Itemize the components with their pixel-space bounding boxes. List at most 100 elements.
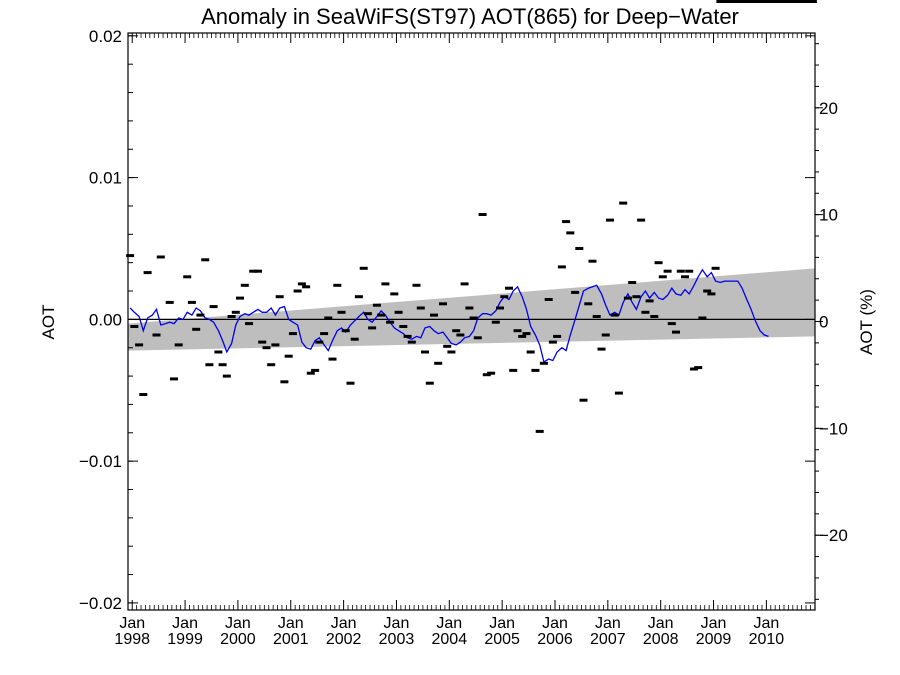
anomaly-point <box>738 0 747 3</box>
anomaly-point <box>201 258 210 262</box>
anomaly-point <box>187 300 196 304</box>
smoothed-line-layer <box>129 268 769 363</box>
anomaly-point <box>372 303 381 307</box>
anomaly-point <box>672 330 680 334</box>
anomaly-point <box>456 333 465 337</box>
anomaly-point <box>267 363 276 367</box>
anomaly-point <box>637 218 646 222</box>
anomaly-point <box>421 350 429 354</box>
anomaly-point <box>777 0 786 3</box>
x-tick-year: 2003 <box>379 631 415 648</box>
x-tick-year: 2008 <box>643 631 679 648</box>
anomaly-point <box>412 283 421 287</box>
anomaly-point <box>729 0 738 3</box>
x-tick-month: Jan <box>648 615 674 632</box>
anomaly-point <box>434 361 443 365</box>
anomaly-point <box>804 0 813 3</box>
anomaly-point <box>544 298 553 301</box>
anomaly-point <box>478 213 487 216</box>
anomaly-point <box>654 261 663 265</box>
anomaly-point <box>650 315 659 318</box>
y-tick-label: 0.00 <box>89 310 122 329</box>
anomaly-point <box>297 282 306 286</box>
anomaly-point <box>170 377 178 381</box>
anomaly-point <box>240 283 249 287</box>
anomaly-point <box>227 315 236 318</box>
x-tick-month: Jan <box>753 615 779 632</box>
anomaly-point <box>439 302 447 306</box>
anomaly-point <box>315 340 324 344</box>
x-tick-year: 2005 <box>484 631 520 648</box>
anomaly-point <box>416 306 425 310</box>
anomaly-point <box>690 367 698 371</box>
anomaly-point <box>733 0 742 3</box>
anomaly-point <box>756 0 764 3</box>
anomaly-point <box>579 398 588 402</box>
x-tick-month: Jan <box>542 615 568 632</box>
anomaly-point <box>143 271 152 275</box>
x-tick-year: 2002 <box>326 631 362 648</box>
anomaly-point <box>354 295 363 299</box>
anomaly-point <box>751 0 760 3</box>
anomaly-point <box>460 282 469 286</box>
anomaly-point <box>381 282 390 286</box>
y2-tick-label: −20 <box>819 526 848 545</box>
anomaly-point <box>491 320 500 324</box>
x-tick-year: 2001 <box>273 631 309 648</box>
anomaly-point <box>139 393 148 396</box>
anomaly-point <box>262 346 271 350</box>
anomaly-point <box>760 0 769 3</box>
y2-axis-label: AOT (%) <box>857 289 876 355</box>
anomaly-point <box>288 332 297 336</box>
anomaly-point <box>341 329 350 333</box>
x-tick-month: Jan <box>278 615 304 632</box>
anomaly-point <box>249 269 258 273</box>
anomaly-point <box>601 333 610 337</box>
anomaly-point <box>174 343 183 347</box>
anomaly-point <box>795 0 804 3</box>
y2-axis-ticks: 20 10 0 −10 −20 <box>815 43 848 600</box>
anomaly-point <box>562 220 571 224</box>
x-tick-month: Jan <box>489 615 515 632</box>
anomaly-point <box>747 0 756 3</box>
anomaly-point <box>597 347 606 351</box>
anomaly-point <box>764 0 773 3</box>
anomaly-point <box>192 327 201 331</box>
anomaly-point <box>571 290 580 294</box>
anomaly-point <box>553 334 562 338</box>
anomaly-point <box>443 344 452 348</box>
anomaly-point <box>505 286 513 290</box>
anomaly-point <box>271 343 280 347</box>
anomaly-point <box>328 357 337 361</box>
anomaly-point <box>469 316 478 320</box>
anomaly-point <box>156 255 165 259</box>
anomaly-point <box>473 336 482 340</box>
anomaly-point <box>703 289 712 293</box>
anomaly-point <box>205 363 214 367</box>
anomaly-point <box>535 429 544 433</box>
anomaly-point <box>531 368 540 372</box>
chart-title: Anomaly in SeaWiFS(ST97) AOT(865) for De… <box>201 4 739 29</box>
anomaly-point <box>258 340 267 344</box>
x-tick-year: 1998 <box>114 631 150 648</box>
anomaly-point <box>773 0 782 3</box>
anomaly-point <box>306 371 315 375</box>
anomaly-point <box>311 368 320 372</box>
anomaly-point <box>126 254 135 258</box>
anomaly-point <box>610 313 619 317</box>
anomaly-point <box>209 305 218 309</box>
anomaly-point <box>324 316 333 320</box>
anomaly-point <box>403 334 412 338</box>
anomaly-point <box>694 366 703 370</box>
y-tick-label: 0.02 <box>89 27 122 46</box>
anomaly-point <box>786 0 795 3</box>
x-tick-month: Jan <box>331 615 357 632</box>
anomaly-point <box>658 275 667 279</box>
anomaly-point <box>152 333 161 337</box>
anomaly-point <box>293 289 302 293</box>
anomaly-point <box>320 332 329 336</box>
anomaly-point <box>707 292 716 296</box>
anomaly-point <box>769 0 778 3</box>
anomaly-point <box>584 302 593 306</box>
anomaly-point <box>685 269 694 273</box>
